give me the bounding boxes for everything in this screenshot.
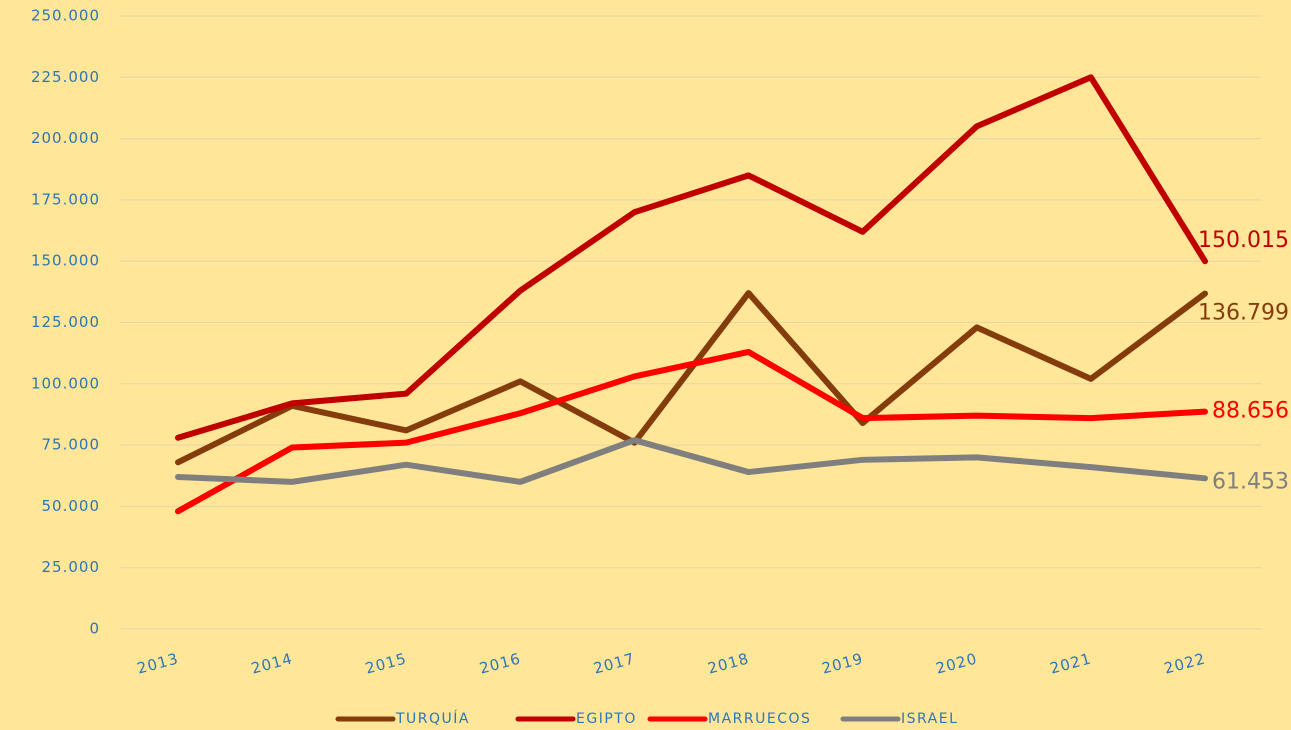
y-tick-label: 225.000: [31, 68, 100, 86]
data-label: 150.015: [1198, 228, 1289, 253]
legend-label: TURQUÍA: [395, 710, 470, 727]
y-tick-label: 150.000: [31, 252, 100, 270]
x-tick-label: 2018: [706, 649, 751, 677]
data-label: 88.656: [1212, 399, 1289, 424]
series-line: [175, 437, 1208, 485]
x-tick-label: 2020: [934, 649, 979, 677]
x-tick-label: 2013: [135, 649, 180, 677]
legend-label: MARRUECOS: [708, 711, 811, 727]
x-tick-label: 2015: [363, 649, 408, 677]
legend-label: ISRAEL: [901, 711, 958, 727]
x-tick-label: 2019: [820, 649, 865, 677]
data-label: 61.453: [1212, 469, 1289, 494]
y-tick-label: 100.000: [31, 374, 100, 392]
data-label: 136.799: [1198, 301, 1289, 326]
y-tick-label: 0: [89, 620, 100, 638]
x-tick-label: 2022: [1162, 649, 1207, 677]
y-tick-label: 25.000: [42, 558, 101, 576]
y-tick-label: 125.000: [31, 313, 100, 331]
x-tick-label: 2014: [249, 649, 294, 677]
x-tick-label: 2021: [1048, 649, 1093, 677]
series-line: [175, 290, 1208, 466]
series-line: [175, 74, 1208, 441]
y-tick-label: 50.000: [42, 497, 101, 515]
y-tick-label: 250.000: [31, 7, 100, 25]
y-tick-label: 200.000: [31, 129, 100, 147]
legend-label: EGIPTO: [576, 711, 637, 727]
y-tick-label: 75.000: [42, 436, 101, 454]
y-tick-label: 175.000: [31, 190, 100, 208]
x-tick-label: 2016: [477, 649, 522, 677]
series-line: [175, 348, 1208, 515]
x-tick-label: 2017: [592, 649, 637, 677]
